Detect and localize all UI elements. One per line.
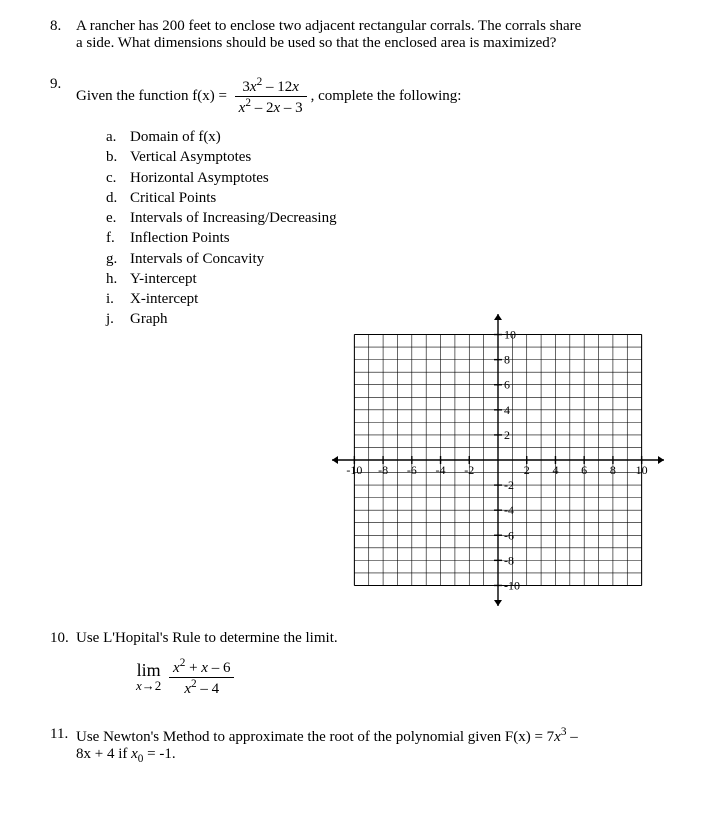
fraction-numerator: 3x2 – 12x (235, 76, 307, 97)
problem-10: 10. Use L'Hopital's Rule to determine th… (50, 630, 662, 698)
svg-text:6: 6 (504, 378, 510, 392)
lead-in: Given the function f(x) = (76, 88, 231, 104)
svg-text:-2: -2 (504, 478, 514, 492)
limit-expression: lim x→2 x2 + x – 6 x2 – 4 (136, 657, 662, 698)
limit-operator: lim x→2 (136, 660, 161, 694)
svg-text:-4: -4 (436, 463, 446, 477)
svg-text:-10: -10 (504, 578, 520, 592)
fraction-numerator: x2 + x – 6 (169, 657, 234, 678)
problem-text-line2a: 8x + 4 if (76, 746, 131, 762)
fraction-denominator: x2 – 2x – 3 (235, 97, 307, 117)
svg-text:-10: -10 (346, 463, 362, 477)
subitem-a: a.Domain of f(x) (106, 127, 662, 147)
svg-text:-8: -8 (378, 463, 388, 477)
problem-body: Given the function f(x) = 3x2 – 12x x2 –… (76, 76, 662, 330)
svg-text:-6: -6 (504, 528, 514, 542)
subitem-f: f.Inflection Points (106, 228, 662, 248)
problem-number: 8. (50, 18, 61, 35)
subitem-e: e.Intervals of Increasing/Decreasing (106, 208, 662, 228)
svg-text:2: 2 (504, 428, 510, 442)
subitem-b: b.Vertical Asymptotes (106, 147, 662, 167)
problem-number: 10. (50, 630, 69, 647)
problem-8: 8. A rancher has 200 feet to enclose two… (50, 18, 662, 52)
problem-text-line1: A rancher has 200 feet to enclose two ad… (76, 18, 581, 34)
svg-text:-6: -6 (407, 463, 417, 477)
svg-text:-4: -4 (504, 503, 514, 517)
problem-9: 9. Given the function f(x) = 3x2 – 12x x… (50, 76, 662, 330)
svg-text:-8: -8 (504, 553, 514, 567)
limit-fraction: x2 + x – 6 x2 – 4 (169, 657, 234, 698)
problem-number: 9. (50, 76, 61, 93)
subitem-c: c.Horizontal Asymptotes (106, 168, 662, 188)
sub-list: a.Domain of f(x) b.Vertical Asymptotes c… (106, 127, 662, 330)
svg-text:8: 8 (504, 353, 510, 367)
svg-text:4: 4 (552, 463, 558, 477)
subitem-h: h.Y-intercept (106, 269, 662, 289)
problem-body: Use L'Hopital's Rule to determine the li… (76, 630, 662, 698)
svg-text:8: 8 (610, 463, 616, 477)
coordinate-grid: -10 -8 -6 -4 -2 2 4 6 8 10 10 8 6 4 2 -2 -4 -6 -8 -10 (328, 310, 668, 610)
fraction: 3x2 – 12x x2 – 2x – 3 (235, 76, 307, 117)
svg-text:6: 6 (581, 463, 587, 477)
subitem-d: d.Critical Points (106, 188, 662, 208)
svg-text:10: 10 (636, 463, 648, 477)
svg-text:-2: -2 (464, 463, 474, 477)
problem-text-line1a: Use Newton's Method to approximate the r… (76, 729, 554, 745)
svg-text:10: 10 (504, 328, 516, 342)
svg-text:4: 4 (504, 403, 510, 417)
fraction-denominator: x2 – 4 (169, 678, 234, 698)
subitem-g: g.Intervals of Concavity (106, 249, 662, 269)
problem-text: Use L'Hopital's Rule to determine the li… (76, 630, 338, 646)
problem-11: 11. Use Newton's Method to approximate t… (50, 726, 662, 765)
subitem-i: i.X-intercept (106, 289, 662, 309)
problem-body: A rancher has 200 feet to enclose two ad… (76, 18, 662, 52)
problem-text-line2: a side. What dimensions should be used s… (76, 35, 556, 51)
problem-number: 11. (50, 726, 68, 743)
svg-text:2: 2 (524, 463, 530, 477)
trail: , complete the following: (311, 88, 462, 104)
problem-body: Use Newton's Method to approximate the r… (76, 726, 662, 765)
